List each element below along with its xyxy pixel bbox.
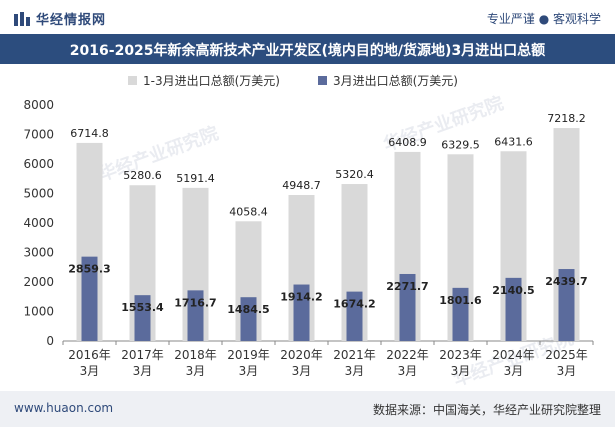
data-label-series-1: 6714.8 xyxy=(70,127,109,140)
x-tick-label: 2021年 xyxy=(333,348,376,362)
data-label-series-2: 1716.7 xyxy=(174,296,216,309)
x-tick-label: 3月 xyxy=(80,364,100,378)
x-tick-label: 2025年 xyxy=(545,348,588,362)
data-label-series-2: 2859.3 xyxy=(68,263,110,276)
brand-name: 华经情报网 xyxy=(36,13,107,28)
bar-series-2 xyxy=(81,256,98,341)
bar-series-2 xyxy=(505,277,522,341)
bar-series-2 xyxy=(558,269,575,341)
footer: www.huaon.com 数据来源：中国海关，华经产业研究院整理 xyxy=(0,391,615,427)
y-tick-label: 4000 xyxy=(23,216,54,230)
data-label-series-1: 4948.7 xyxy=(282,179,321,192)
data-label-series-1: 5191.4 xyxy=(176,172,215,185)
data-label-series-1: 4058.4 xyxy=(229,205,268,218)
x-tick-label: 3月 xyxy=(504,364,524,378)
data-label-series-2: 2140.5 xyxy=(492,284,534,297)
legend-label-series-2: 3月进出口总额(万美元) xyxy=(332,74,458,88)
bar-series-2 xyxy=(452,287,469,341)
x-tick-label: 3月 xyxy=(451,364,471,378)
x-tick-label: 3月 xyxy=(133,364,153,378)
data-label-series-1: 7218.2 xyxy=(547,112,586,125)
data-label-series-2: 2271.7 xyxy=(386,280,428,293)
x-tick-label: 2019年 xyxy=(227,348,270,362)
x-tick-label: 2024年 xyxy=(492,348,535,362)
bar-series-2 xyxy=(240,297,257,341)
bar-series-2 xyxy=(134,295,151,341)
legend-item-series-2: 3月进出口总额(万美元) xyxy=(317,72,458,89)
chart-title: 2016-2025年新余高新技术产业开发区(境内目的地/货源地)3月进出口总额 xyxy=(69,43,546,59)
bar-series-2 xyxy=(346,291,363,341)
data-label-series-2: 1914.2 xyxy=(280,291,322,304)
y-tick-label: 7000 xyxy=(23,128,54,142)
brand: 华经情报网 xyxy=(14,9,106,28)
legend-label-series-1: 1-3月进出口总额(万美元) xyxy=(143,74,280,88)
data-label-series-2: 1801.6 xyxy=(439,294,482,307)
data-label-series-1: 6431.6 xyxy=(494,135,533,148)
x-tick-label: 2022年 xyxy=(386,348,429,362)
bar-chart: 0 1000 2000 3000 4000 5000 6000 7000 8000 6714.8 2… xyxy=(23,98,594,378)
data-label-series-1: 5320.4 xyxy=(335,168,374,181)
data-label-series-1: 5280.6 xyxy=(123,169,162,182)
x-tick-label: 3月 xyxy=(239,364,259,378)
bar-series-2 xyxy=(293,284,310,341)
y-tick-label: 0 xyxy=(46,334,54,348)
top-bar: 华经情报网 专业严谨 ● 客观科学 xyxy=(0,0,615,34)
data-label-series-1: 6329.5 xyxy=(441,138,480,151)
x-tick-label: 3月 xyxy=(398,364,418,378)
y-tick-label: 2000 xyxy=(23,275,54,289)
footer-url: www.huaon.com xyxy=(14,401,114,415)
data-label-series-2: 1484.5 xyxy=(227,303,269,316)
data-label-series-2: 1553.4 xyxy=(121,301,164,314)
bar-series-2 xyxy=(399,273,416,341)
y-tick-label: 6000 xyxy=(23,157,54,171)
data-source: 数据来源：中国海关，华经产业研究院整理 xyxy=(372,403,601,417)
x-tick-label: 2016年 xyxy=(68,348,111,362)
legend-swatch-series-1 xyxy=(128,76,137,85)
legend-item-series-1: 1-3月进出口总额(万美元) xyxy=(128,72,280,89)
x-tick-label: 2020年 xyxy=(280,348,323,362)
x-tick-label: 3月 xyxy=(345,364,365,378)
y-tick-label: 5000 xyxy=(23,187,54,201)
x-tick-label: 2018年 xyxy=(174,348,217,362)
x-tick-label: 3月 xyxy=(557,364,577,378)
y-tick-label: 3000 xyxy=(23,246,54,260)
bar-series-2 xyxy=(187,290,204,341)
legend: 1-3月进出口总额(万美元) 3月进出口总额(万美元) xyxy=(128,72,458,89)
tagline: 专业严谨 ● 客观科学 xyxy=(486,12,601,26)
data-label-series-2: 2439.7 xyxy=(545,275,587,288)
legend-swatch-series-2 xyxy=(317,76,327,85)
x-tick-label: 2017年 xyxy=(121,348,164,362)
data-label-series-1: 6408.9 xyxy=(388,136,427,149)
brand-logo-icon xyxy=(14,11,30,26)
y-tick-label: 8000 xyxy=(23,98,54,112)
x-tick-label: 2023年 xyxy=(439,348,482,362)
x-tick-label: 3月 xyxy=(292,364,312,378)
y-tick-label: 1000 xyxy=(23,305,54,319)
title-bar: 2016-2025年新余高新技术产业开发区(境内目的地/货源地)3月进出口总额 xyxy=(0,34,615,64)
data-label-series-2: 1674.2 xyxy=(333,298,375,311)
x-tick-label: 3月 xyxy=(186,364,206,378)
